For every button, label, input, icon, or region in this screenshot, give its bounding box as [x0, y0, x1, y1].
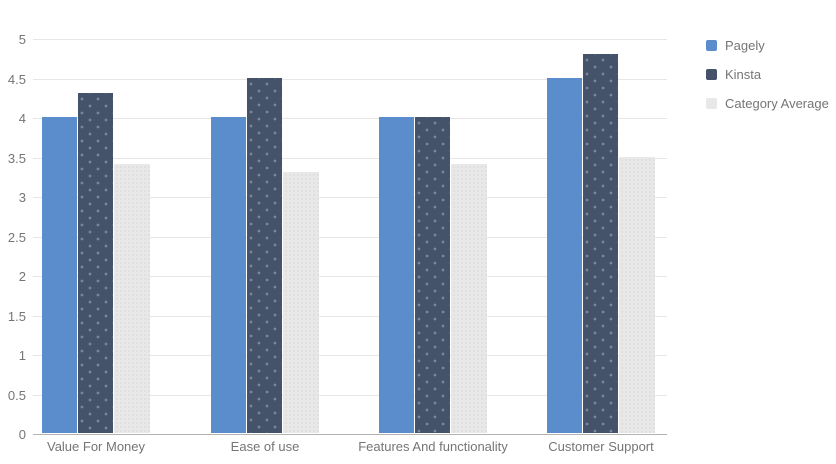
gridline	[33, 197, 667, 198]
legend-item-kinsta: Kinsta	[706, 67, 829, 82]
bar-pagely-value-for-money	[42, 117, 77, 433]
legend-label-category-average: Category Average	[725, 96, 829, 111]
x-axis-category-label: Features And functionality	[358, 439, 508, 454]
kinsta-color-swatch-icon	[706, 69, 717, 80]
gridline	[33, 118, 667, 119]
y-axis-tick-label: 4	[18, 111, 26, 126]
y-axis-tick-label: 5	[18, 32, 26, 47]
y-axis-tick-label: 0	[18, 427, 26, 442]
x-axis-category-label: Value For Money	[46, 439, 146, 454]
y-axis-tick-label: 3.5	[7, 150, 26, 166]
gridline	[33, 78, 667, 80]
x-axis-line	[33, 434, 667, 435]
y-axis-tick-label: 4.5	[7, 71, 26, 87]
bar-category-average-customer-support	[619, 156, 655, 433]
legend-label-kinsta: Kinsta	[725, 67, 762, 82]
bar-group-features-and-functionality	[379, 38, 487, 433]
bar-kinsta-value-for-money	[78, 93, 113, 433]
x-axis-category-label: Ease of use	[230, 439, 300, 454]
bar-group-value-for-money	[42, 38, 150, 433]
legend-item-pagely: Pagely	[706, 38, 829, 53]
gridline	[33, 157, 667, 159]
gridline	[33, 394, 667, 396]
plot-area	[33, 38, 667, 435]
bar-pagely-ease-of-use	[211, 117, 246, 433]
bar-kinsta-features-and-functionality	[415, 117, 450, 433]
y-axis-tick-label: 2.5	[7, 229, 26, 245]
y-axis-tick-label: 3	[18, 190, 26, 205]
bar-group-customer-support	[547, 38, 655, 433]
x-axis-category-label: Customer Support	[548, 439, 654, 454]
gridline	[33, 355, 667, 356]
gridline	[33, 315, 667, 317]
bar-category-average-value-for-money	[114, 164, 150, 433]
bar-category-average-features-and-functionality	[451, 164, 487, 433]
legend: Pagely Kinsta Category Average	[706, 38, 829, 111]
y-axis-tick-label: 1	[18, 348, 26, 363]
pagely-color-swatch-icon	[706, 40, 717, 51]
gridline	[33, 276, 667, 277]
bar-pagely-features-and-functionality	[379, 117, 414, 433]
y-axis-tick-label: 0.5	[7, 387, 26, 403]
bar-kinsta-customer-support	[583, 53, 618, 433]
bar-category-average-ease-of-use	[283, 172, 319, 433]
bar-group-ease-of-use	[211, 38, 319, 433]
gridline	[33, 236, 667, 238]
y-axis-tick-label: 1.5	[7, 308, 26, 324]
legend-item-category-average: Category Average	[706, 96, 829, 111]
y-axis-tick-label: 2	[18, 269, 26, 284]
category-average-color-swatch-icon	[706, 98, 717, 109]
legend-label-pagely: Pagely	[725, 38, 765, 53]
bar-kinsta-ease-of-use	[247, 77, 282, 433]
bar-pagely-customer-support	[547, 77, 582, 433]
gridline	[33, 39, 667, 40]
